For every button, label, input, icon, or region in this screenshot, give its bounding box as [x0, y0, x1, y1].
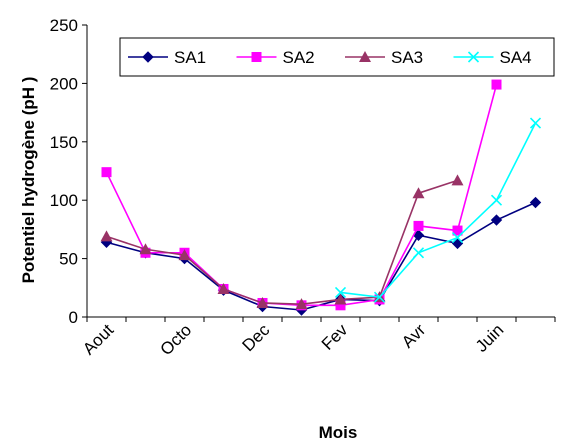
legend-item-sa3: SA3	[345, 48, 423, 67]
y-tick-label: 250	[50, 16, 78, 35]
x-tick-label: Octo	[157, 320, 196, 359]
x-marker-stroke	[451, 232, 464, 244]
data-point-sa3	[412, 187, 425, 199]
data-point-sa3	[217, 282, 230, 294]
x-marker-stroke	[334, 286, 347, 299]
x-tick-label: Aout	[79, 320, 117, 358]
data-point-sa4	[334, 286, 347, 299]
legend-label: SA2	[283, 48, 315, 67]
x-marker-stroke	[412, 247, 425, 259]
x-axis-title: Mois	[319, 423, 358, 442]
data-point-sa3	[256, 296, 269, 308]
data-point-sa3	[139, 243, 152, 255]
legend-marker	[142, 51, 154, 63]
series-line-sa1	[106, 201, 536, 311]
y-tick-label: 50	[59, 250, 78, 269]
data-point-sa3	[295, 298, 308, 310]
series-sa3	[100, 174, 464, 310]
data-point-sa4	[373, 291, 386, 303]
data-point-sa2	[491, 79, 502, 90]
legend-marker	[251, 52, 262, 62]
y-tick-label: 100	[50, 191, 78, 210]
data-point-sa4	[490, 194, 503, 206]
y-tick-label: 150	[50, 133, 78, 152]
legend-item-sa4: SA4	[453, 48, 532, 67]
y-axis-title-group: Potentiel hydrogène (pH )	[19, 77, 38, 284]
data-point-sa3	[178, 249, 191, 261]
x-marker-stroke	[490, 194, 503, 206]
axes-layer	[86, 25, 555, 318]
legend-item-sa2: SA2	[236, 48, 315, 67]
series-line-sa2	[105, 84, 498, 307]
x-tick-label: Fev	[318, 320, 352, 354]
data-point-sa3	[100, 230, 113, 242]
data-point-sa4	[412, 247, 425, 259]
series-sa4	[334, 117, 542, 303]
legend-marker	[467, 51, 480, 63]
data-point-sa2	[101, 167, 112, 178]
data-point-sa3	[451, 174, 464, 186]
data-point-sa1	[490, 214, 503, 226]
data-point-sa4	[529, 117, 542, 129]
series-sa2	[101, 79, 502, 311]
legend-label: SA1	[174, 48, 206, 67]
x-marker-stroke	[529, 117, 542, 129]
x-marker-stroke	[373, 291, 386, 303]
data-point-sa2	[413, 220, 424, 231]
legend: SA1 SA2 SA3 SA4	[119, 37, 555, 77]
x-tick-label: Dec	[239, 320, 274, 355]
legend-label: SA4	[500, 48, 532, 67]
data-point-sa4	[451, 232, 464, 244]
x-tick-label: Avr	[398, 320, 429, 351]
legend-item-sa1: SA1	[128, 48, 206, 67]
series-layer	[100, 79, 542, 316]
data-point-sa3	[334, 293, 347, 305]
data-point-sa2	[452, 225, 463, 236]
data-point-sa1	[451, 237, 464, 250]
series-line-sa3	[106, 179, 458, 305]
y-axis-title: Potentiel hydrogène (pH )	[19, 77, 38, 284]
x-marker-stroke	[467, 51, 480, 63]
legend-label: SA3	[391, 48, 423, 67]
y-tick-label: 200	[50, 74, 78, 93]
data-point-sa2	[335, 300, 346, 311]
series-line-sa4	[340, 122, 537, 298]
x-tick-label: Juin	[472, 320, 507, 355]
y-tick-label: 0	[69, 308, 78, 327]
series-sa1	[100, 196, 542, 316]
data-point-sa1	[529, 196, 542, 209]
legend-marker	[359, 51, 371, 62]
